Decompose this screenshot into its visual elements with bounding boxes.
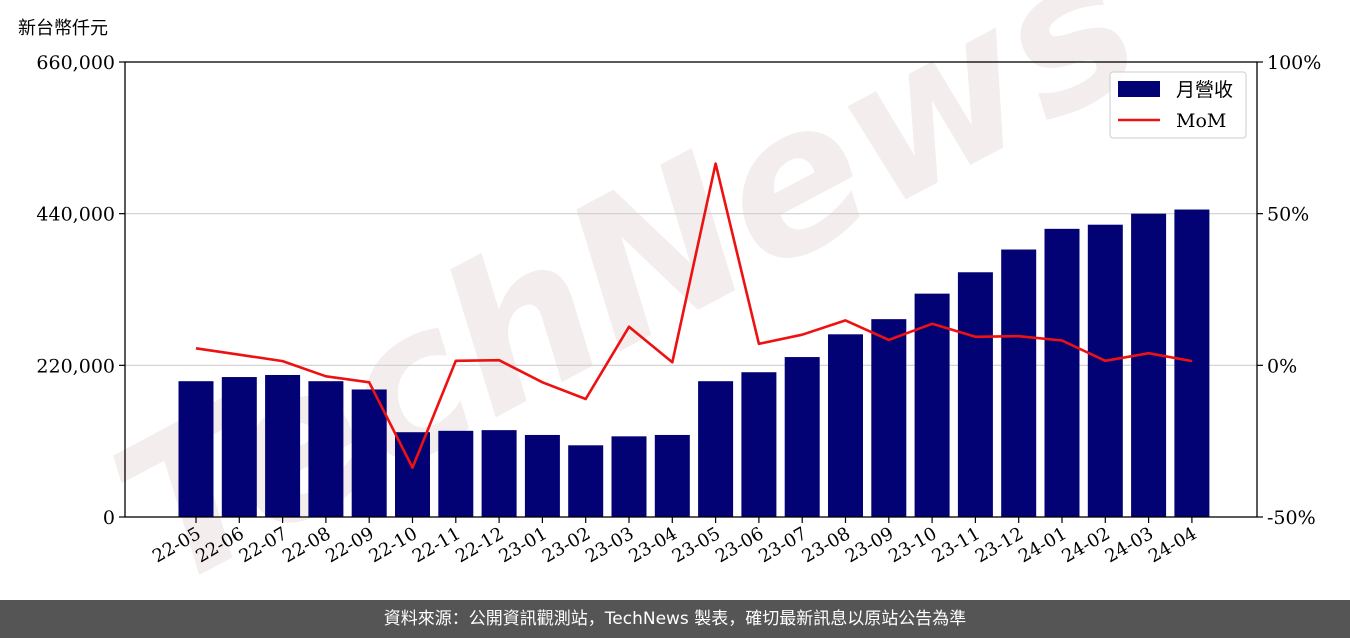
mom-line-layer [195, 162, 1193, 469]
y-right-tick-label: -50% [1267, 507, 1316, 529]
revenue-bar [308, 381, 344, 517]
x-tick-label: 23-01 [495, 523, 550, 567]
x-tick-label: 22-12 [452, 523, 507, 567]
y-left-tick-label: 0 [103, 507, 115, 529]
revenue-bar [524, 434, 560, 517]
revenue-bar [611, 436, 647, 517]
y-right-tick-label: 0% [1267, 355, 1297, 377]
revenue-bar [265, 374, 301, 517]
revenue-bar [654, 434, 690, 517]
y-left-tick-label: 660,000 [36, 52, 115, 74]
revenue-bar [1001, 249, 1037, 518]
revenue-bar [221, 377, 257, 517]
revenue-bar [698, 381, 734, 517]
x-tick-label: 24-04 [1145, 523, 1200, 567]
x-tick-label: 24-01 [1015, 523, 1070, 567]
revenue-bar [568, 445, 604, 517]
y-left-tick-label: 220,000 [36, 355, 115, 377]
revenue-bar [481, 430, 517, 517]
legend: 月營收 MoM [1109, 71, 1247, 139]
legend-bar-label: 月營收 [1176, 79, 1233, 101]
revenue-bar [871, 319, 907, 517]
revenue-bar [1174, 209, 1210, 517]
source-footer: 資料來源：公開資訊觀測站，TechNews 製表，確切最新訊息以原站公告為準 [0, 600, 1350, 638]
mom-line [195, 162, 1193, 469]
legend-bar-swatch [1118, 81, 1160, 97]
x-tick-label: 23-03 [582, 523, 637, 567]
y-right-tick-label: 50% [1267, 204, 1309, 226]
revenue-bar [178, 381, 214, 517]
x-tick-label: 23-02 [539, 523, 594, 567]
revenue-bar [957, 272, 993, 517]
revenue-bars [178, 209, 1210, 518]
revenue-bar [351, 389, 387, 517]
legend-line-label: MoM [1176, 110, 1226, 132]
revenue-bar [741, 372, 777, 517]
x-tick-label: 23-12 [972, 523, 1027, 567]
y-right-tick-label: 100% [1267, 52, 1321, 74]
revenue-bar [914, 293, 950, 517]
x-tick-label: 22-11 [409, 523, 464, 567]
revenue-chart: TechNews 0220,000440,000660,000-50%0%50%… [18, 0, 1321, 600]
revenue-bar [1044, 228, 1080, 518]
plot-frame [124, 61, 1258, 518]
revenue-bar [828, 334, 863, 517]
x-tick-label: 23-07 [755, 523, 810, 567]
x-tick-label: 24-03 [1102, 523, 1157, 567]
x-tick-label: 23-05 [669, 523, 724, 567]
x-tick-label: 23-09 [842, 523, 897, 567]
x-tick-label: 23-06 [712, 523, 767, 567]
source-text: 資料來源：公開資訊觀測站，TechNews 製表，確切最新訊息以原站公告為準 [383, 609, 967, 629]
y-unit-label: 新台幣仟元 [18, 18, 108, 39]
revenue-bar [1131, 213, 1167, 517]
x-tick-label: 23-11 [928, 523, 983, 567]
x-tick-label: 23-08 [799, 523, 854, 567]
revenue-bar [438, 430, 474, 517]
x-tick-label: 24-02 [1058, 523, 1113, 567]
revenue-bar [1087, 224, 1123, 518]
x-tick-label: 23-04 [625, 523, 680, 567]
x-tick-label: 23-10 [885, 523, 940, 567]
y-left-tick-label: 440,000 [36, 204, 115, 226]
revenue-bar [784, 357, 820, 517]
